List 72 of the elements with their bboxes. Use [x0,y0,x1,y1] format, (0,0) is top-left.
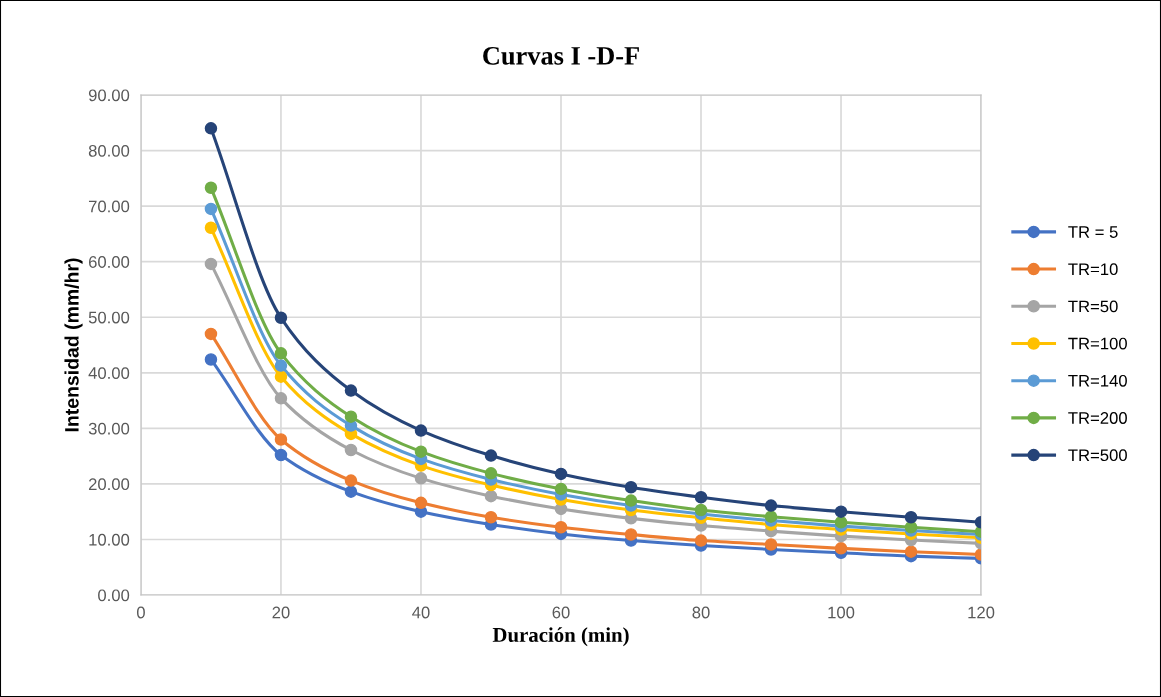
point [274,347,288,360]
point [834,542,848,555]
y-tick-label: 50.00 [88,311,130,324]
point [204,122,218,135]
point [484,449,498,462]
point [624,528,638,541]
legend-label: TR = 5 [1068,226,1118,238]
point [274,359,288,372]
point [204,221,218,235]
chart-title: Curvas I -D-F [483,46,639,65]
point [484,467,498,480]
point [624,494,638,507]
point [554,482,568,496]
legend-label: TR=10 [1068,263,1118,276]
point [554,520,568,534]
point [204,327,218,341]
y-tick-label: 60.00 [88,256,130,268]
point [344,443,358,457]
x-axis-title: Duración (min) [492,627,629,647]
point [834,515,848,529]
y-axis-title: Intensidad (mm/hr) [64,258,83,432]
point [204,181,218,195]
point [204,202,218,216]
legend-label: TR=50 [1068,300,1118,313]
point [834,505,848,518]
point [694,490,708,504]
point [274,448,288,462]
y-tick-label: 30.00 [88,422,130,435]
point [694,534,708,547]
point [764,510,778,523]
point [204,353,218,366]
x-tick-label: 40 [412,606,430,619]
legend-label: TR=140 [1068,374,1127,387]
point [274,392,288,405]
x-tick-label: 120 [968,606,995,619]
point [344,384,358,397]
y-tick-label: 20.00 [88,478,130,491]
y-tick-label: 10.00 [89,533,130,546]
point [484,489,498,503]
point [274,370,288,383]
legend-label: TR=200 [1068,412,1127,424]
point [904,510,918,524]
y-tick-label: 70.00 [88,200,130,213]
legend-label: TR=100 [1068,337,1127,350]
point [624,480,638,494]
point [344,485,358,498]
point [274,433,288,446]
point [764,538,778,551]
point [484,510,498,524]
x-tick-label: 20 [272,606,290,619]
point [344,474,358,487]
y-tick-label: 90.00 [88,89,130,102]
point [274,311,288,325]
point [414,496,428,510]
point [414,424,428,437]
point [414,472,428,485]
legend-label: TR=500 [1068,449,1127,462]
x-tick-label: 0 [136,606,145,619]
point [904,520,918,534]
x-tick-label: 80 [692,606,710,619]
point [764,499,778,512]
point [904,545,918,558]
point [554,467,568,481]
point [414,445,428,458]
point [694,503,708,517]
point [204,257,218,271]
y-tick-label: 80.00 [88,144,130,157]
point [344,410,358,423]
x-tick-label: 60 [552,606,570,619]
y-tick-label: 0.00 [98,589,130,602]
y-tick-label: 40.00 [88,367,130,379]
x-tick-label: 100 [828,606,855,619]
